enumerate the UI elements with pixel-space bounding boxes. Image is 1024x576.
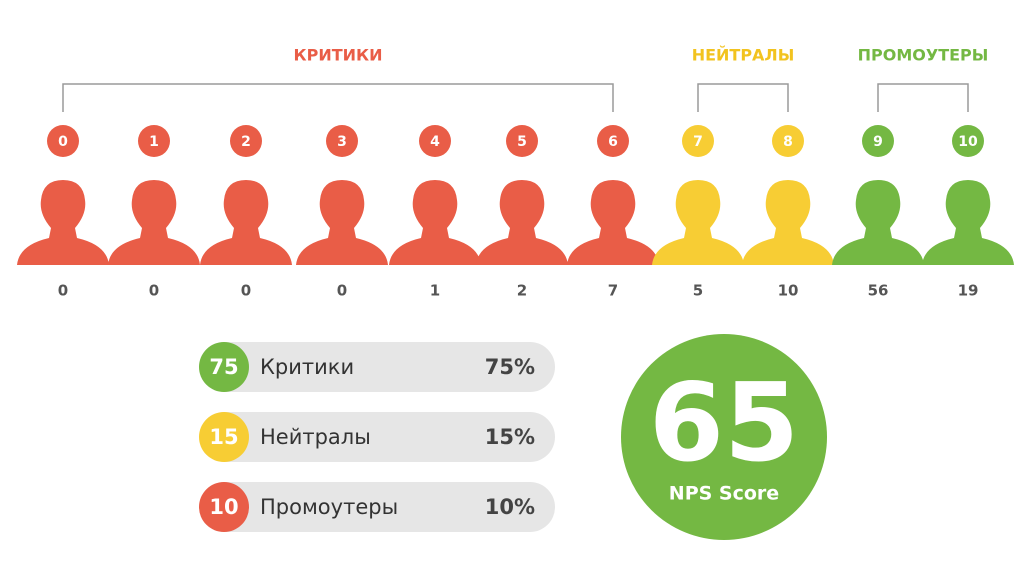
score: 3 (337, 134, 347, 150)
score-badge (138, 125, 170, 157)
response-count: 0 (241, 282, 251, 300)
summary-percent: 10% (485, 495, 535, 519)
summary-number: 75 (209, 355, 238, 379)
score: 10 (958, 134, 978, 150)
person-silhouette (389, 180, 481, 265)
score: 9 (873, 134, 883, 150)
person-silhouette (922, 180, 1014, 265)
score-badge (47, 125, 79, 157)
score: 8 (783, 134, 793, 150)
score: 0 (58, 134, 68, 150)
response-count: 5 (693, 282, 703, 300)
person-silhouette (567, 180, 659, 265)
response-count: 7 (608, 282, 618, 300)
score-badge (862, 125, 894, 157)
nps-caption: NPS Score (669, 483, 779, 505)
bracket (697, 83, 789, 112)
summary-pill (200, 482, 555, 532)
score-badge (597, 125, 629, 157)
group-label: НЕЙТРАЛЫ (692, 46, 795, 65)
summary-badge (199, 412, 249, 462)
summary-label: Промоутеры (260, 495, 398, 519)
score-badge (506, 125, 538, 157)
score: 6 (608, 134, 618, 150)
score-badge (682, 125, 714, 157)
response-count: 19 (958, 282, 979, 300)
bracket (62, 83, 614, 112)
summary-pill (200, 342, 555, 392)
response-count: 10 (778, 282, 799, 300)
summary-percent: 75% (485, 355, 535, 379)
nps-value: 65 (649, 361, 799, 486)
score-badge (772, 125, 804, 157)
person-silhouette (742, 180, 834, 265)
summary-label: Нейтралы (260, 425, 371, 449)
score: 4 (430, 134, 440, 150)
response-count: 0 (337, 282, 347, 300)
score: 2 (241, 134, 251, 150)
group-label: ПРОМОУТЕРЫ (858, 46, 989, 65)
person-silhouette (200, 180, 292, 265)
person-silhouette (832, 180, 924, 265)
person-silhouette (476, 180, 568, 265)
score: 1 (149, 134, 159, 150)
score-badge (230, 125, 262, 157)
summary-pill (200, 412, 555, 462)
person-silhouette (652, 180, 744, 265)
person-silhouette (108, 180, 200, 265)
summary-percent: 15% (485, 425, 535, 449)
nps-circle (621, 334, 827, 540)
response-count: 2 (517, 282, 527, 300)
group-label: КРИТИКИ (294, 46, 383, 65)
score-badge (419, 125, 451, 157)
response-count: 0 (58, 282, 68, 300)
summary-number: 10 (209, 495, 238, 519)
score-badge (952, 125, 984, 157)
person-silhouette (17, 180, 109, 265)
summary-badge (199, 342, 249, 392)
response-count: 56 (868, 282, 889, 300)
score: 5 (517, 134, 527, 150)
bracket (877, 83, 969, 112)
summary-badge (199, 482, 249, 532)
person-silhouette (296, 180, 388, 265)
response-count: 0 (149, 282, 159, 300)
score: 7 (693, 134, 703, 150)
summary-label: Критики (260, 355, 354, 379)
response-count: 1 (430, 282, 440, 300)
summary-number: 15 (209, 425, 238, 449)
score-badge (326, 125, 358, 157)
